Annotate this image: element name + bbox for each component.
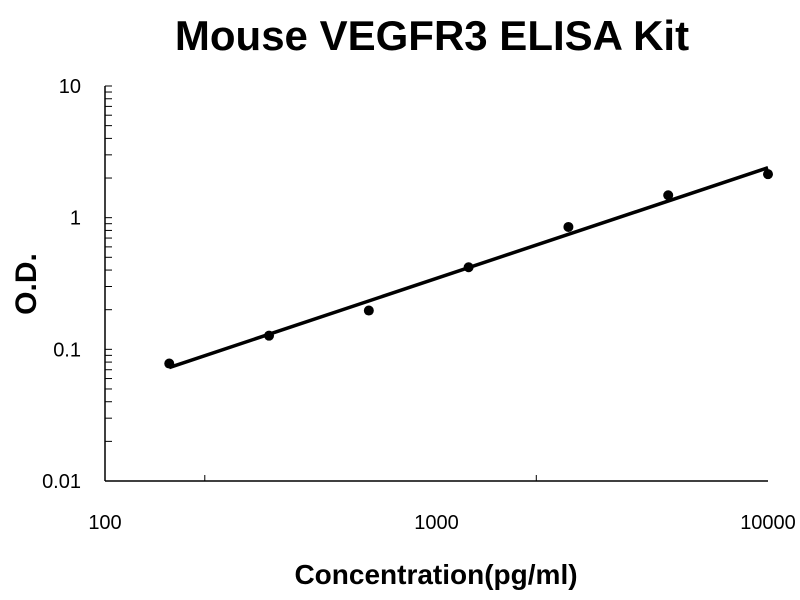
data-point [463,262,474,273]
x-axis-label: Concentration(pg/ml) [294,559,577,590]
y-tick-label: 0.01 [42,471,81,493]
chart-title: Mouse VEGFR3 ELISA Kit [175,12,689,59]
data-point [264,330,275,341]
x-tick-label: 10000 [740,512,796,534]
y-axis-label: O.D. [10,253,43,315]
y-tick-label: 0.1 [53,339,81,361]
data-point [164,358,175,369]
x-tick-label: 1000 [414,512,459,534]
data-point [563,221,574,232]
y-tick-label: 10 [59,76,81,98]
data-point [763,169,773,180]
data-point [663,190,674,201]
data-point [363,305,374,316]
y-tick-label: 1 [70,208,81,230]
x-tick-label: 100 [88,512,121,534]
